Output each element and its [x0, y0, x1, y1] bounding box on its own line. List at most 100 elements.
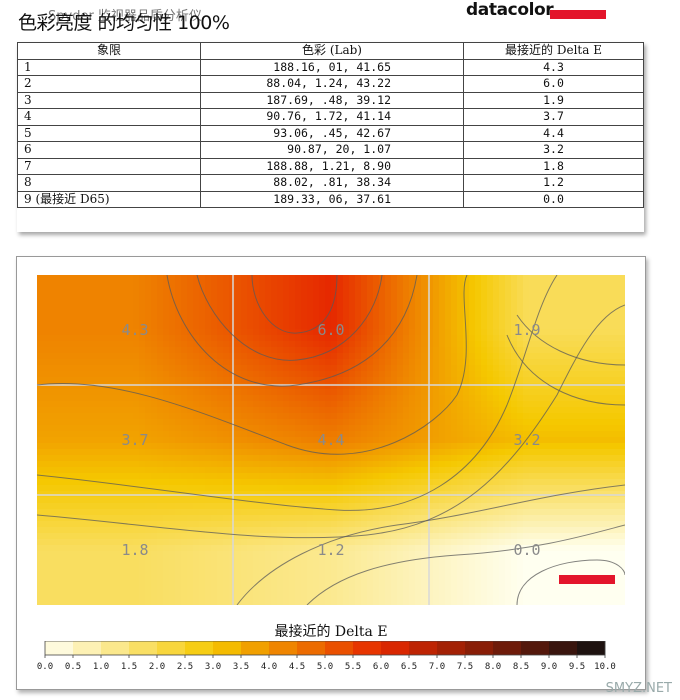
table-row: 5 93.06, .45, 42.67 4.4 — [17, 124, 644, 142]
scale-tick-label: 2.0 — [149, 662, 165, 672]
scale-swatch — [577, 641, 606, 655]
scale-tick-label: 9.0 — [541, 662, 557, 672]
scale-tick-label: 3.0 — [205, 662, 221, 672]
scale-swatch — [269, 641, 298, 655]
scale-tick-label: 7.5 — [457, 662, 473, 672]
scale-swatch — [353, 641, 382, 655]
cell-quadrant: 8 — [17, 174, 201, 192]
scale-tick-label: 6.5 — [401, 662, 417, 672]
uniformity-chart: 4.3 6.0 1.9 3.7 4.4 3.2 1.8 1.2 0.0 最接近的 Delta E… — [16, 256, 646, 690]
scale-swatch — [297, 641, 326, 655]
scale-tick-label: 0.0 — [37, 662, 53, 672]
scale-swatch — [213, 641, 242, 655]
page-title: 色彩亮度 的均匀性 100% — [18, 12, 230, 34]
contour-line — [236, 484, 625, 605]
app-title: Spyder 监视器品质分析仪 — [48, 9, 202, 24]
scale-swatch — [381, 641, 410, 655]
scale-tick-label: 2.5 — [177, 662, 193, 672]
contour-line — [506, 334, 625, 406]
cell-lab: 187.69, .48, 39.12 — [200, 91, 464, 109]
contour-line — [37, 275, 558, 511]
cell-delta-e: 3.7 — [463, 108, 644, 126]
scale-tick-label: 8.0 — [485, 662, 501, 672]
cell-value-label: 6.0 — [317, 321, 344, 339]
page-title-block: Spyder 监视器品质分析仪 色彩亮度 的均匀性 100% — [18, 2, 458, 34]
cell-quadrant: 2 — [17, 75, 201, 93]
scale-swatch — [101, 641, 130, 655]
scale-tick-label: 10.0 — [594, 662, 616, 672]
scale-tick-label: 7.0 — [429, 662, 445, 672]
cell-lab: 88.04, 1.24, 43.22 — [200, 75, 464, 93]
contour-line — [516, 559, 625, 605]
cell-quadrant: 6 — [17, 141, 201, 159]
scale-tick-label: 9.5 — [569, 662, 585, 672]
contour-line — [516, 314, 625, 366]
table-header-row: 象限 色彩 (Lab) 最接近的 Delta E — [17, 42, 644, 60]
scale-swatch — [45, 641, 74, 655]
scale-tick-label: 3.5 — [233, 662, 249, 672]
scale-swatch — [437, 641, 466, 655]
scale-tick-label: 1.5 — [121, 662, 137, 672]
heatmap-fill — [37, 275, 625, 605]
cell-lab: 93.06, .45, 42.67 — [200, 124, 464, 142]
cell-delta-e: 1.8 — [463, 157, 644, 175]
scale-tick-label: 1.0 — [93, 662, 109, 672]
uniformity-table: 象限 色彩 (Lab) 最接近的 Delta E 1 188.16, 01, 4… — [17, 42, 644, 208]
scale-swatch — [521, 641, 550, 655]
cell-quadrant: 7 — [17, 157, 201, 175]
scale-tick-label: 0.5 — [65, 662, 81, 672]
datacolor-logo: datacolor — [466, 0, 606, 26]
scale-tick-label: 6.0 — [373, 662, 389, 672]
table-row: 2 88.04, 1.24, 43.22 6.0 — [17, 75, 644, 93]
cell-value-label: 0.0 — [513, 541, 540, 559]
cell-value-label: 3.7 — [121, 431, 148, 449]
logo-text: datacolor — [466, 0, 554, 20]
scale-swatch — [129, 641, 158, 655]
scale-swatch — [73, 641, 102, 655]
table-row: 7 188.88, 1.21, 8.90 1.8 — [17, 157, 644, 175]
scale-swatch — [185, 641, 214, 655]
watermark: SMYZ.NET — [605, 681, 672, 696]
scale-swatch — [241, 641, 270, 655]
cell-value-label: 1.8 — [121, 541, 148, 559]
cell-lab: 88.02, .81, 38.34 — [200, 174, 464, 192]
cell-quadrant: 4 — [17, 108, 201, 126]
cell-delta-e: 4.4 — [463, 124, 644, 142]
scale-swatch — [465, 641, 494, 655]
table-row: 4 90.76, 1.72, 41.14 3.7 — [17, 108, 644, 126]
contour-line — [37, 275, 468, 455]
cell-delta-e: 1.9 — [463, 91, 644, 109]
contour-line — [196, 275, 383, 361]
col-header-quadrant: 象限 — [17, 42, 201, 60]
cell-quadrant: 3 — [17, 91, 201, 109]
cell-value-label: 4.4 — [317, 431, 344, 449]
scale-tick-label: 4.0 — [261, 662, 277, 672]
table-row: 9 (最接近 D65) 189.33, 06, 37.61 0.0 — [17, 190, 644, 208]
cell-lab: 188.88, 1.21, 8.90 — [200, 157, 464, 175]
cell-lab: 90.76, 1.72, 41.14 — [200, 108, 464, 126]
scale-title: 最接近的 Delta E — [274, 624, 388, 640]
contour-line — [166, 275, 418, 387]
table-row: 1 188.16, 01, 41.65 4.3 — [17, 58, 644, 76]
scale-swatch — [325, 641, 354, 655]
cell-quadrant: 5 — [17, 124, 201, 142]
contour-line — [251, 275, 338, 334]
scale-tick-label: 5.5 — [345, 662, 361, 672]
cell-value-label: 1.9 — [513, 321, 540, 339]
col-header-delta-e: 最接近的 Delta E — [463, 42, 644, 60]
scale-swatch — [409, 641, 438, 655]
reference-marker — [559, 575, 615, 584]
table-row: 3 187.69, .48, 39.12 1.9 — [17, 91, 644, 109]
scale-tick-label: 4.5 — [289, 662, 305, 672]
cell-quadrant: 1 — [17, 58, 201, 76]
table-row: 8 88.02, .81, 38.34 1.2 — [17, 174, 644, 192]
scale-swatch — [157, 641, 186, 655]
cell-value-label: 3.2 — [513, 431, 540, 449]
delta-e-heatmap: 4.3 6.0 1.9 3.7 4.4 3.2 1.8 1.2 0.0 — [37, 275, 625, 605]
cell-delta-e: 4.3 — [463, 58, 644, 76]
scale-swatch — [549, 641, 578, 655]
logo-red-bar — [550, 10, 606, 19]
color-scale-bar: 0.0 0.5 1.0 1.5 2.0 2.5 3.0 3.5 4.0 4.5 5.0 5.5 6.0 6… — [37, 641, 616, 672]
cell-value-label: 1.2 — [317, 541, 344, 559]
scale-tick-label: 8.5 — [513, 662, 529, 672]
